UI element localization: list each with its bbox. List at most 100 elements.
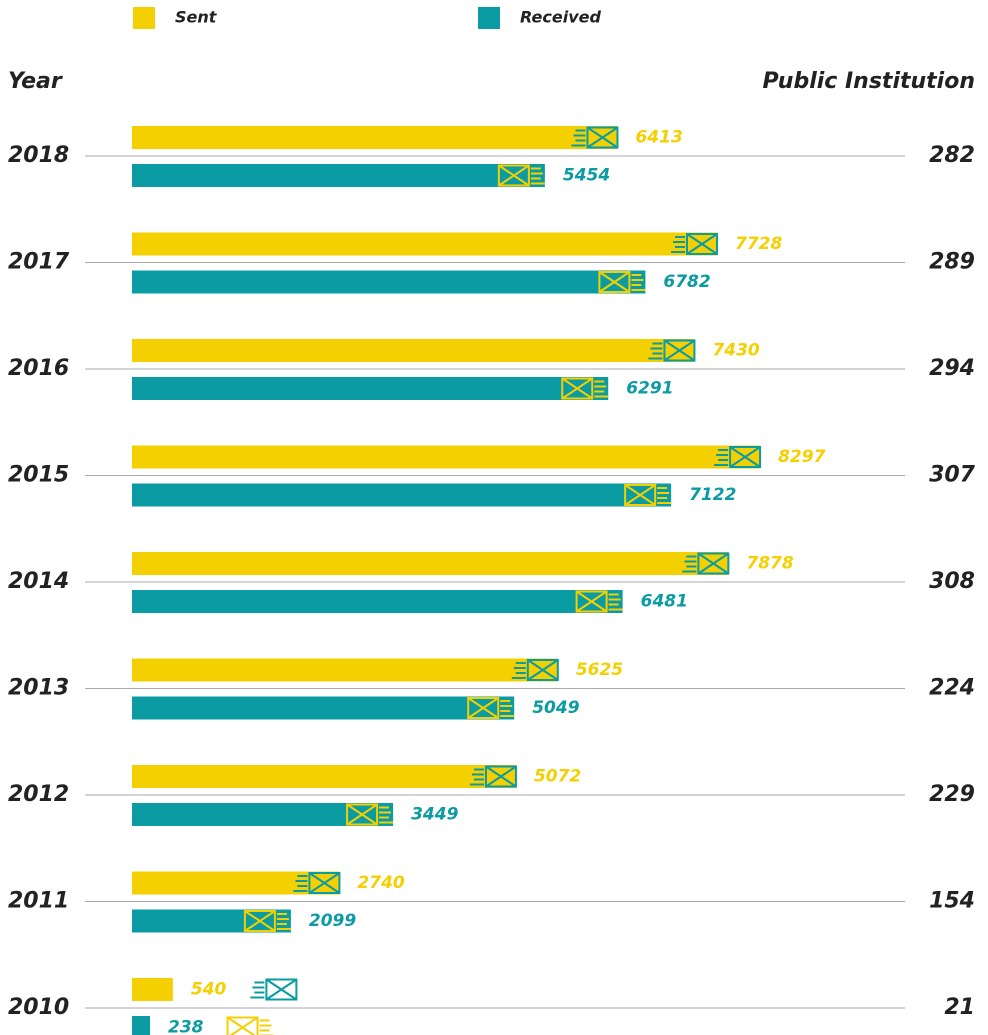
year-label: 2017 bbox=[8, 250, 70, 275]
bar bbox=[132, 126, 618, 149]
envelope bbox=[624, 484, 657, 506]
value-label: 2740 bbox=[357, 873, 404, 893]
envelope bbox=[467, 697, 500, 719]
envelope-flap bbox=[576, 590, 608, 613]
envelope bbox=[598, 271, 631, 293]
bar bbox=[132, 445, 761, 469]
year-label: 2013 bbox=[8, 676, 69, 701]
envelope-icon bbox=[243, 910, 291, 932]
envelope-flap bbox=[467, 697, 499, 719]
y-axis-label: Year bbox=[8, 69, 63, 94]
envelope-flap bbox=[663, 339, 696, 362]
envelope bbox=[243, 910, 276, 932]
envelope-icon bbox=[250, 978, 298, 1001]
value-label: 5072 bbox=[534, 767, 581, 787]
institution-count: 224 bbox=[929, 676, 975, 701]
envelope-icon bbox=[293, 872, 341, 894]
value-label: 6291 bbox=[626, 379, 673, 399]
year-label: 2014 bbox=[8, 569, 69, 594]
bar bbox=[132, 803, 394, 826]
envelope-icon bbox=[571, 126, 619, 149]
bar bbox=[132, 696, 515, 720]
envelope bbox=[697, 552, 730, 575]
institution-count: 21 bbox=[944, 995, 975, 1020]
envelope-flap bbox=[561, 377, 593, 400]
envelope bbox=[586, 126, 619, 149]
envelope-icon bbox=[714, 446, 762, 468]
value-label: 7878 bbox=[746, 554, 793, 574]
institution-count: 289 bbox=[929, 250, 975, 275]
bar bbox=[132, 483, 672, 507]
bar bbox=[132, 339, 695, 362]
envelope-flap bbox=[265, 978, 297, 1001]
envelope bbox=[575, 590, 608, 613]
envelope-icon bbox=[226, 1016, 274, 1035]
bar bbox=[132, 164, 545, 187]
envelope-icon bbox=[624, 484, 672, 506]
envelope bbox=[484, 765, 517, 788]
value-label: 7728 bbox=[735, 234, 782, 254]
bar bbox=[132, 1016, 151, 1035]
envelope bbox=[561, 377, 594, 400]
envelope bbox=[663, 339, 696, 362]
value-label: 7122 bbox=[689, 485, 736, 505]
value-label: 3449 bbox=[411, 805, 458, 825]
envelope-flap bbox=[729, 446, 761, 468]
year-label: 2011 bbox=[8, 889, 69, 914]
envelope-flap bbox=[586, 126, 619, 149]
envelope bbox=[308, 872, 341, 894]
year-label: 2016 bbox=[8, 356, 69, 381]
year-label: 2010 bbox=[8, 995, 69, 1020]
envelope-flap bbox=[527, 659, 559, 681]
envelope bbox=[526, 659, 559, 681]
bar bbox=[132, 871, 340, 895]
right-axis-label: Public Institution bbox=[762, 69, 975, 94]
envelope-flap bbox=[308, 872, 340, 894]
envelope-flap bbox=[697, 552, 729, 575]
year-label: 2018 bbox=[8, 143, 69, 168]
envelope-flap bbox=[226, 1016, 259, 1035]
envelope-icon bbox=[469, 765, 517, 788]
legend-swatch bbox=[478, 7, 500, 29]
institution-count: 154 bbox=[929, 889, 975, 914]
institution-count: 307 bbox=[929, 463, 976, 488]
envelope-flap bbox=[598, 271, 630, 293]
envelope bbox=[686, 233, 719, 255]
value-label: 2099 bbox=[309, 911, 356, 931]
bar bbox=[132, 658, 558, 682]
value-label: 5454 bbox=[563, 166, 610, 186]
envelope-icon bbox=[467, 697, 515, 719]
envelope-flap bbox=[244, 910, 276, 932]
value-label: 6782 bbox=[663, 272, 710, 292]
envelope-icon bbox=[497, 164, 545, 187]
institution-count: 282 bbox=[929, 143, 975, 168]
legend-label: Received bbox=[520, 8, 601, 27]
year-label: 2015 bbox=[8, 463, 69, 488]
envelope-flap bbox=[686, 233, 718, 255]
envelope-icon bbox=[648, 339, 696, 362]
legend-label: Sent bbox=[175, 8, 218, 27]
value-label: 7430 bbox=[712, 341, 759, 361]
year-label: 2012 bbox=[8, 782, 69, 807]
value-label: 5625 bbox=[576, 660, 623, 680]
bar bbox=[132, 270, 646, 294]
value-label: 540 bbox=[191, 980, 227, 1000]
envelope bbox=[226, 1016, 259, 1035]
envelope-flap bbox=[498, 164, 530, 187]
envelope-icon bbox=[346, 803, 394, 826]
envelope-icon bbox=[682, 552, 730, 575]
bar bbox=[132, 909, 291, 933]
value-label: 238 bbox=[168, 1018, 204, 1035]
value-label: 8297 bbox=[778, 447, 825, 467]
bar bbox=[132, 978, 173, 1001]
bar bbox=[132, 765, 516, 788]
envelope-flap bbox=[624, 484, 656, 506]
institution-count: 229 bbox=[929, 782, 975, 807]
envelope bbox=[265, 978, 298, 1001]
envelope bbox=[729, 446, 762, 468]
envelope-flap bbox=[346, 803, 378, 826]
envelope-icon bbox=[575, 590, 623, 613]
envelope bbox=[497, 164, 530, 187]
value-label: 6481 bbox=[641, 592, 688, 612]
